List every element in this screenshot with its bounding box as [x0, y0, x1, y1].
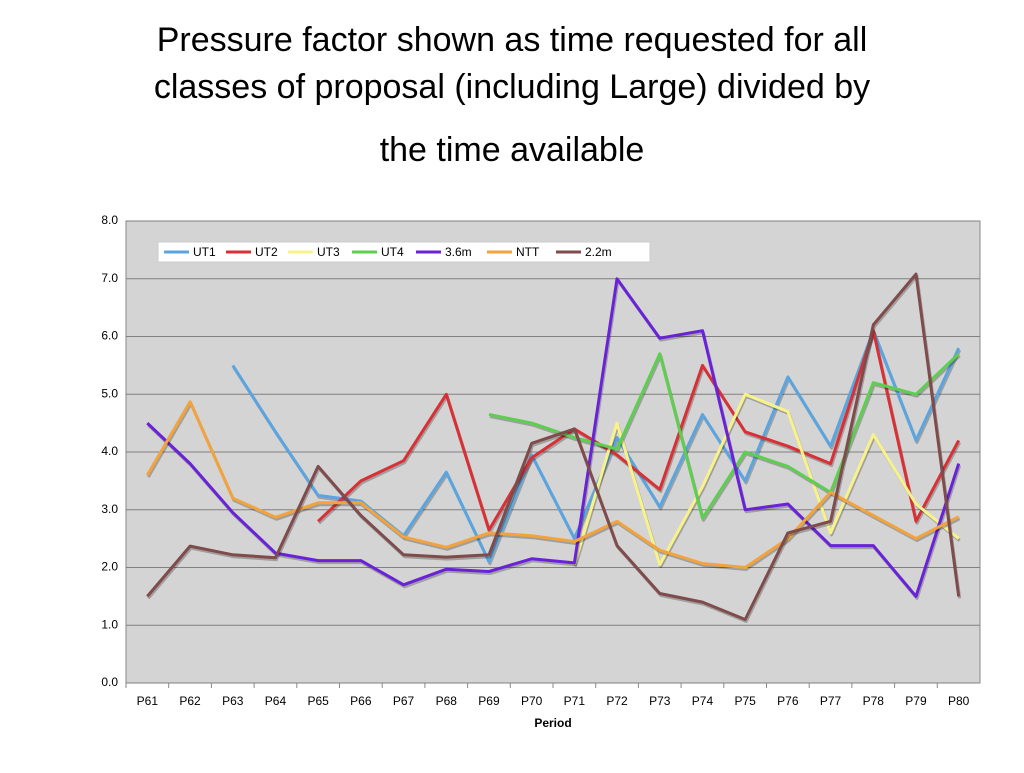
series-line-shadow: [147, 274, 962, 623]
series-line-shadow: [489, 354, 961, 522]
x-tick-label: P70: [521, 694, 543, 708]
y-tick-label: 4.0: [101, 444, 118, 458]
series-line: [146, 400, 960, 569]
x-tick-label: P62: [179, 694, 201, 708]
x-tick-label: P77: [820, 694, 842, 708]
x-tick-label: P71: [564, 694, 586, 708]
legend-label: UT3: [317, 245, 340, 259]
chart-title: classes of proposal (including Large) di…: [154, 68, 870, 106]
series-line: [572, 392, 960, 567]
x-tick-label: P69: [478, 694, 500, 708]
legend-label: UT4: [381, 245, 404, 259]
x-tick-label: P63: [222, 694, 244, 708]
legend-box: [157, 241, 651, 263]
series-line: [146, 272, 961, 621]
chart-title: the time available: [380, 131, 645, 169]
legend-label: 2.2m: [585, 245, 612, 259]
x-axis-label: Period: [534, 716, 571, 730]
x-tick-label: P74: [692, 694, 714, 708]
chart-title: Pressure factor shown as time requested …: [157, 21, 868, 59]
x-tick-label: P79: [905, 694, 927, 708]
legend-label: 3.6m: [445, 245, 472, 259]
y-tick-label: 7.0: [101, 271, 118, 285]
y-tick-label: 0.0: [101, 675, 118, 689]
series-line: [317, 329, 961, 532]
x-tick-label: P64: [265, 694, 287, 708]
x-tick-label: P61: [137, 694, 159, 708]
series-line-shadow: [147, 402, 961, 571]
x-tick-label: P73: [649, 694, 671, 708]
series-line: [488, 352, 960, 520]
x-tick-label: P80: [948, 694, 970, 708]
x-tick-label: P65: [307, 694, 329, 708]
y-tick-label: 8.0: [101, 213, 118, 227]
x-tick-label: P78: [863, 694, 885, 708]
legend-label: UT1: [193, 245, 216, 259]
y-tick-label: 2.0: [101, 560, 118, 574]
x-tick-label: P75: [734, 694, 756, 708]
y-tick-label: 5.0: [101, 386, 118, 400]
y-tick-label: 3.0: [101, 502, 118, 516]
legend-label: UT2: [255, 245, 278, 259]
x-tick-label: P66: [350, 694, 372, 708]
x-tick-label: P72: [606, 694, 628, 708]
x-tick-label: P76: [777, 694, 799, 708]
x-tick-label: P68: [436, 694, 458, 708]
series-line: [146, 277, 961, 598]
legend-label: NTT: [516, 245, 540, 259]
y-tick-label: 1.0: [101, 617, 118, 631]
x-tick-label: P67: [393, 694, 415, 708]
y-tick-label: 6.0: [101, 329, 118, 343]
